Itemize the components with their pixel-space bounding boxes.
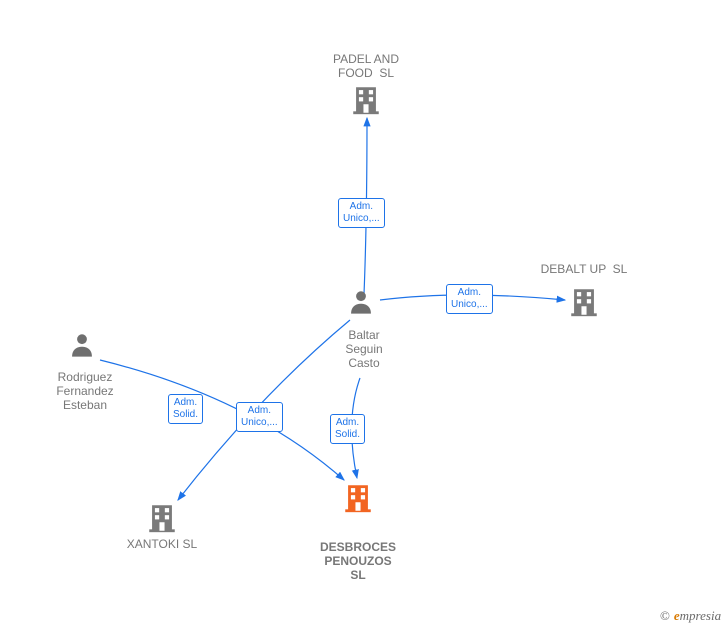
edge-label-baltar-padel: Adm. Unico,... xyxy=(338,198,385,228)
diagram-canvas: Adm. Unico,... Adm. Unico,... Adm. Solid. A… xyxy=(0,0,728,630)
building-icon xyxy=(349,83,383,117)
person-icon xyxy=(68,331,96,364)
person-icon xyxy=(347,288,375,321)
building-icon xyxy=(341,481,375,515)
edge-label-baltar-xantoki: Adm. Unico,... xyxy=(236,402,283,432)
edge-label-rodriguez-xantoki: Adm. Solid. xyxy=(168,394,203,424)
building-icon xyxy=(349,83,383,122)
building-icon xyxy=(341,481,375,520)
person-icon xyxy=(68,331,96,359)
building-icon xyxy=(567,285,601,324)
edge-label-baltar-debalt: Adm. Unico,... xyxy=(446,284,493,314)
watermark: ©empresia xyxy=(660,608,721,624)
node-label-xantoki: XANTOKI SL xyxy=(107,537,217,551)
building-icon xyxy=(145,501,179,535)
building-icon xyxy=(145,501,179,540)
brand-rest: mpresia xyxy=(680,608,721,623)
building-icon xyxy=(567,285,601,319)
edge-label-baltar-desbroces: Adm. Solid. xyxy=(330,414,365,444)
node-label-debalt: DEBALT UP SL xyxy=(529,262,639,276)
node-label-padel: PADEL AND FOOD SL xyxy=(311,52,421,80)
node-label-desbroces: DESBROCES PENOUZOS SL xyxy=(303,540,413,582)
node-label-baltar: Baltar Seguin Casto xyxy=(309,328,419,370)
copyright-symbol: © xyxy=(660,608,670,623)
person-icon xyxy=(347,288,375,316)
node-label-rodriguez: Rodriguez Fernandez Esteban xyxy=(30,370,140,412)
